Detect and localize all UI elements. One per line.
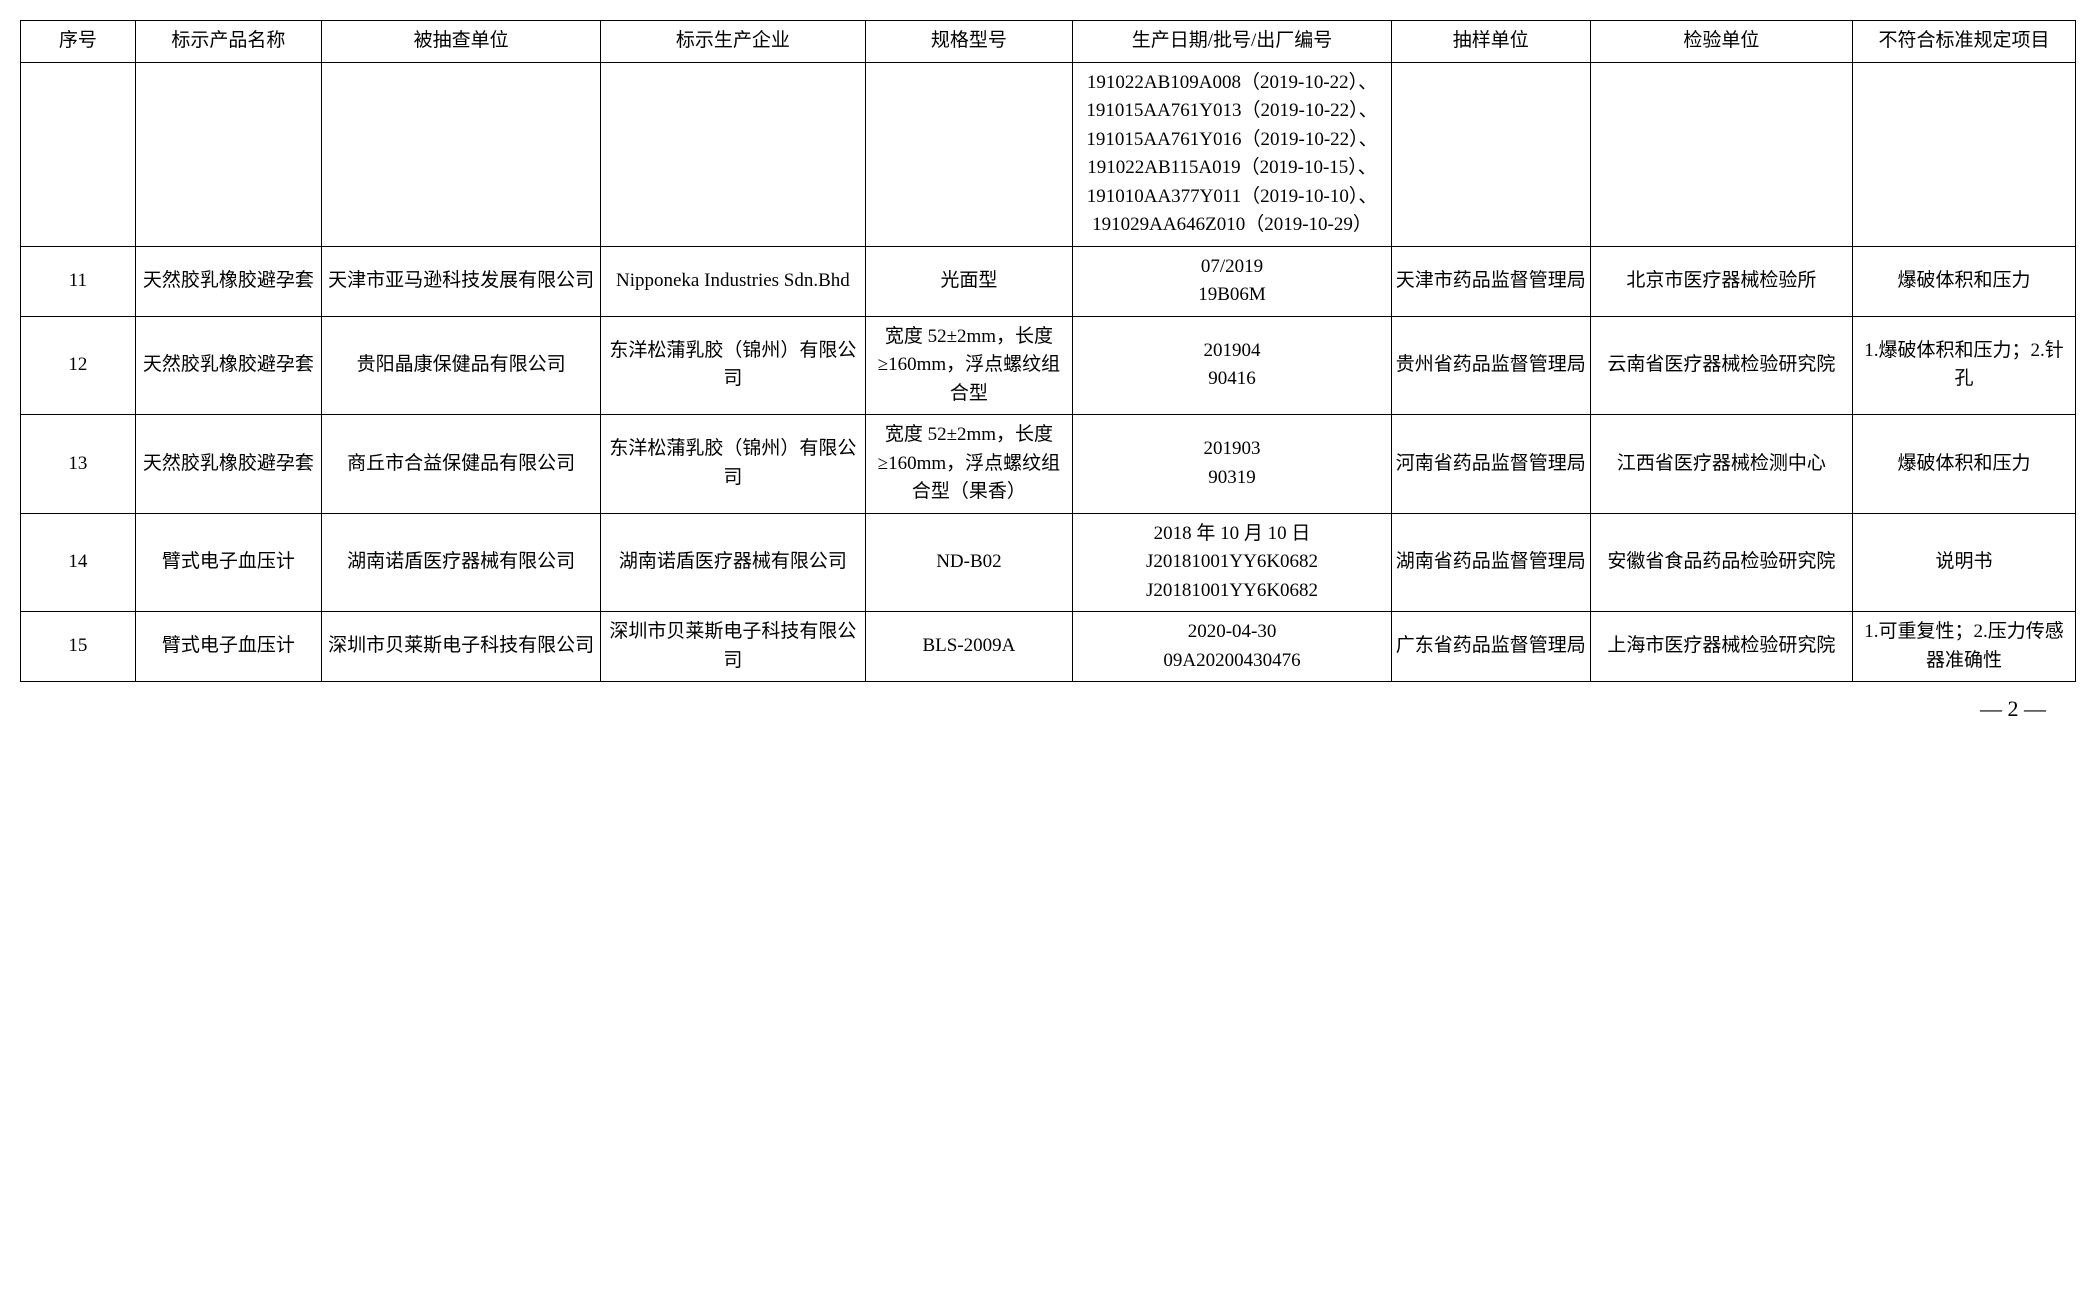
cell: 河南省药品监督管理局 (1391, 415, 1590, 514)
cell: 天津市药品监督管理局 (1391, 246, 1590, 316)
cell (1391, 62, 1590, 246)
cell (601, 62, 865, 246)
cell: 东洋松蒲乳胶（锦州）有限公司 (601, 316, 865, 415)
cell: 臂式电子血压计 (135, 612, 321, 682)
col-header-4: 规格型号 (865, 21, 1073, 63)
cell: 说明书 (1852, 513, 2075, 612)
cell: 云南省医疗器械检验研究院 (1590, 316, 1852, 415)
cell: 191022AB109A008（2019-10-22）、191015AA761Y… (1073, 62, 1391, 246)
cell: 东洋松蒲乳胶（锦州）有限公司 (601, 415, 865, 514)
inspection-table: 序号标示产品名称被抽查单位标示生产企业规格型号生产日期/批号/出厂编号抽样单位检… (20, 20, 2076, 682)
cell: 商丘市合益保健品有限公司 (321, 415, 600, 514)
col-header-8: 不符合标准规定项目 (1852, 21, 2075, 63)
cell: 天津市亚马逊科技发展有限公司 (321, 246, 600, 316)
cell: 湖南省药品监督管理局 (1391, 513, 1590, 612)
cell: 臂式电子血压计 (135, 513, 321, 612)
col-header-0: 序号 (21, 21, 136, 63)
cell: BLS-2009A (865, 612, 1073, 682)
cell: 广东省药品监督管理局 (1391, 612, 1590, 682)
cell: 12 (21, 316, 136, 415)
cell (1590, 62, 1852, 246)
cell: 湖南诺盾医疗器械有限公司 (601, 513, 865, 612)
cell: 07/201919B06M (1073, 246, 1391, 316)
table-row: 14臂式电子血压计湖南诺盾医疗器械有限公司湖南诺盾医疗器械有限公司ND-B022… (21, 513, 2076, 612)
cell: 1.爆破体积和压力；2.针孔 (1852, 316, 2075, 415)
col-header-6: 抽样单位 (1391, 21, 1590, 63)
cell: 宽度 52±2mm，长度≥160mm，浮点螺纹组合型（果香） (865, 415, 1073, 514)
cell: 北京市医疗器械检验所 (1590, 246, 1852, 316)
cell (21, 62, 136, 246)
cell (865, 62, 1073, 246)
cell: 安徽省食品药品检验研究院 (1590, 513, 1852, 612)
cell: 2018 年 10 月 10 日J20181001YY6K0682J201810… (1073, 513, 1391, 612)
cell: 14 (21, 513, 136, 612)
cell: 15 (21, 612, 136, 682)
table-row: 191022AB109A008（2019-10-22）、191015AA761Y… (21, 62, 2076, 246)
cell: 深圳市贝莱斯电子科技有限公司 (321, 612, 600, 682)
cell: 湖南诺盾医疗器械有限公司 (321, 513, 600, 612)
cell: 爆破体积和压力 (1852, 415, 2075, 514)
table-row: 12天然胶乳橡胶避孕套贵阳晶康保健品有限公司东洋松蒲乳胶（锦州）有限公司宽度 5… (21, 316, 2076, 415)
cell: ND-B02 (865, 513, 1073, 612)
cell: 上海市医疗器械检验研究院 (1590, 612, 1852, 682)
table-row: 15臂式电子血压计深圳市贝莱斯电子科技有限公司深圳市贝莱斯电子科技有限公司BLS… (21, 612, 2076, 682)
col-header-1: 标示产品名称 (135, 21, 321, 63)
cell: Nipponeka Industries Sdn.Bhd (601, 246, 865, 316)
table-header-row: 序号标示产品名称被抽查单位标示生产企业规格型号生产日期/批号/出厂编号抽样单位检… (21, 21, 2076, 63)
cell: 宽度 52±2mm，长度≥160mm，浮点螺纹组合型 (865, 316, 1073, 415)
cell: 天然胶乳橡胶避孕套 (135, 415, 321, 514)
cell: 天然胶乳橡胶避孕套 (135, 316, 321, 415)
cell: 1.可重复性；2.压力传感器准确性 (1852, 612, 2075, 682)
cell: 光面型 (865, 246, 1073, 316)
cell: 2020-04-3009A20200430476 (1073, 612, 1391, 682)
cell: 贵阳晶康保健品有限公司 (321, 316, 600, 415)
page-number: — 2 — (20, 682, 2076, 722)
col-header-3: 标示生产企业 (601, 21, 865, 63)
table-row: 13天然胶乳橡胶避孕套商丘市合益保健品有限公司东洋松蒲乳胶（锦州）有限公司宽度 … (21, 415, 2076, 514)
cell: 贵州省药品监督管理局 (1391, 316, 1590, 415)
cell: 11 (21, 246, 136, 316)
cell: 20190390319 (1073, 415, 1391, 514)
cell: 深圳市贝莱斯电子科技有限公司 (601, 612, 865, 682)
col-header-7: 检验单位 (1590, 21, 1852, 63)
cell: 天然胶乳橡胶避孕套 (135, 246, 321, 316)
cell (1852, 62, 2075, 246)
col-header-2: 被抽查单位 (321, 21, 600, 63)
cell: 13 (21, 415, 136, 514)
col-header-5: 生产日期/批号/出厂编号 (1073, 21, 1391, 63)
cell: 江西省医疗器械检测中心 (1590, 415, 1852, 514)
table-row: 11天然胶乳橡胶避孕套天津市亚马逊科技发展有限公司Nipponeka Indus… (21, 246, 2076, 316)
cell (321, 62, 600, 246)
cell (135, 62, 321, 246)
cell: 20190490416 (1073, 316, 1391, 415)
cell: 爆破体积和压力 (1852, 246, 2075, 316)
